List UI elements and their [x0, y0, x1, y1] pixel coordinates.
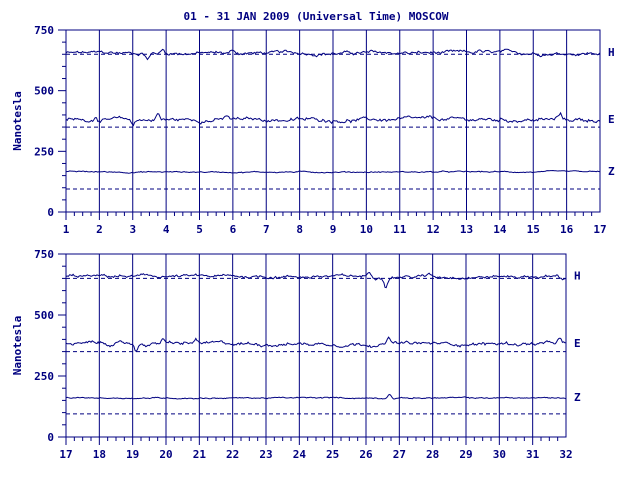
- chart-panel-2: 17 18 19 20 21 22 23 24 25 26 27 28 29 30 31 32 0 250 500 7…: [11, 248, 581, 461]
- series-trace-h: [65, 48, 601, 61]
- x-tick-label: 24: [293, 448, 307, 461]
- x-tick-label: 14: [493, 223, 507, 236]
- chart-panel-1: 1 2 3 4 5 6 7 8 9 10 11 12 13 14 15 16 170250500750Nanot…: [11, 24, 615, 236]
- x-tick-label: 21: [193, 448, 207, 461]
- x-tick-label: 11: [393, 223, 407, 236]
- series-trace-e: [65, 111, 601, 127]
- y-tick-label: 0: [47, 206, 54, 219]
- x-tick-label: 19: [126, 448, 139, 461]
- y-tick-label: 250: [34, 370, 54, 383]
- x-tick-label: 8: [296, 223, 303, 236]
- x-tick-label: 27: [393, 448, 406, 461]
- x-tick-label: 32: [559, 448, 572, 461]
- x-tick-label: 9: [330, 223, 337, 236]
- y-tick-label: 250: [34, 145, 54, 158]
- series-trace-z: [65, 393, 567, 400]
- series-label-z: Z: [574, 391, 581, 404]
- y-tick-label: 750: [34, 248, 54, 261]
- x-tick-label: 28: [426, 448, 439, 461]
- y-axis-label: Nanotesla: [11, 316, 24, 376]
- x-tick-label: 26: [359, 448, 373, 461]
- x-tick-label: 29: [459, 448, 472, 461]
- series-trace-e: [65, 336, 566, 353]
- x-tick-label: 16: [560, 223, 574, 236]
- chart-title: 01 - 31 JAN 2009 (Universal Time) MOSCOW: [184, 10, 449, 23]
- x-tick-label: 5: [196, 223, 203, 236]
- x-tick-label: 25: [326, 448, 339, 461]
- y-tick-label: 750: [34, 24, 54, 37]
- x-tick-label: 10: [360, 223, 373, 236]
- x-tick-label: 6: [230, 223, 237, 236]
- series-label-e: E: [608, 113, 615, 126]
- x-tick-label: 22: [226, 448, 239, 461]
- y-tick-label: 500: [34, 85, 54, 98]
- y-axis-label: Nanotesla: [11, 91, 24, 151]
- x-tick-label: 3: [129, 223, 136, 236]
- x-tick-label: 12: [427, 223, 440, 236]
- x-tick-label: 17: [59, 448, 72, 461]
- x-tick-label: 15: [527, 223, 540, 236]
- y-tick-label: 500: [34, 309, 54, 322]
- x-tick-label: 31: [526, 448, 540, 461]
- x-tick-label: 7: [263, 223, 270, 236]
- x-tick-label: 1: [63, 223, 70, 236]
- series-trace-z: [65, 169, 601, 174]
- x-tick-label: 2: [96, 223, 103, 236]
- y-tick-label: 0: [47, 431, 54, 444]
- x-tick-label: 17: [593, 223, 606, 236]
- series-trace-h: [65, 271, 567, 289]
- plot-frame: [65, 253, 567, 438]
- x-tick-label: 18: [93, 448, 106, 461]
- x-tick-label: 4: [163, 223, 170, 236]
- series-label-h: H: [574, 269, 581, 282]
- series-label-e: E: [574, 337, 581, 350]
- series-label-h: H: [608, 46, 615, 59]
- series-label-z: Z: [608, 165, 615, 178]
- x-tick-label: 20: [159, 448, 172, 461]
- x-tick-label: 13: [460, 223, 473, 236]
- x-tick-label: 23: [259, 448, 272, 461]
- x-tick-label: 30: [493, 448, 506, 461]
